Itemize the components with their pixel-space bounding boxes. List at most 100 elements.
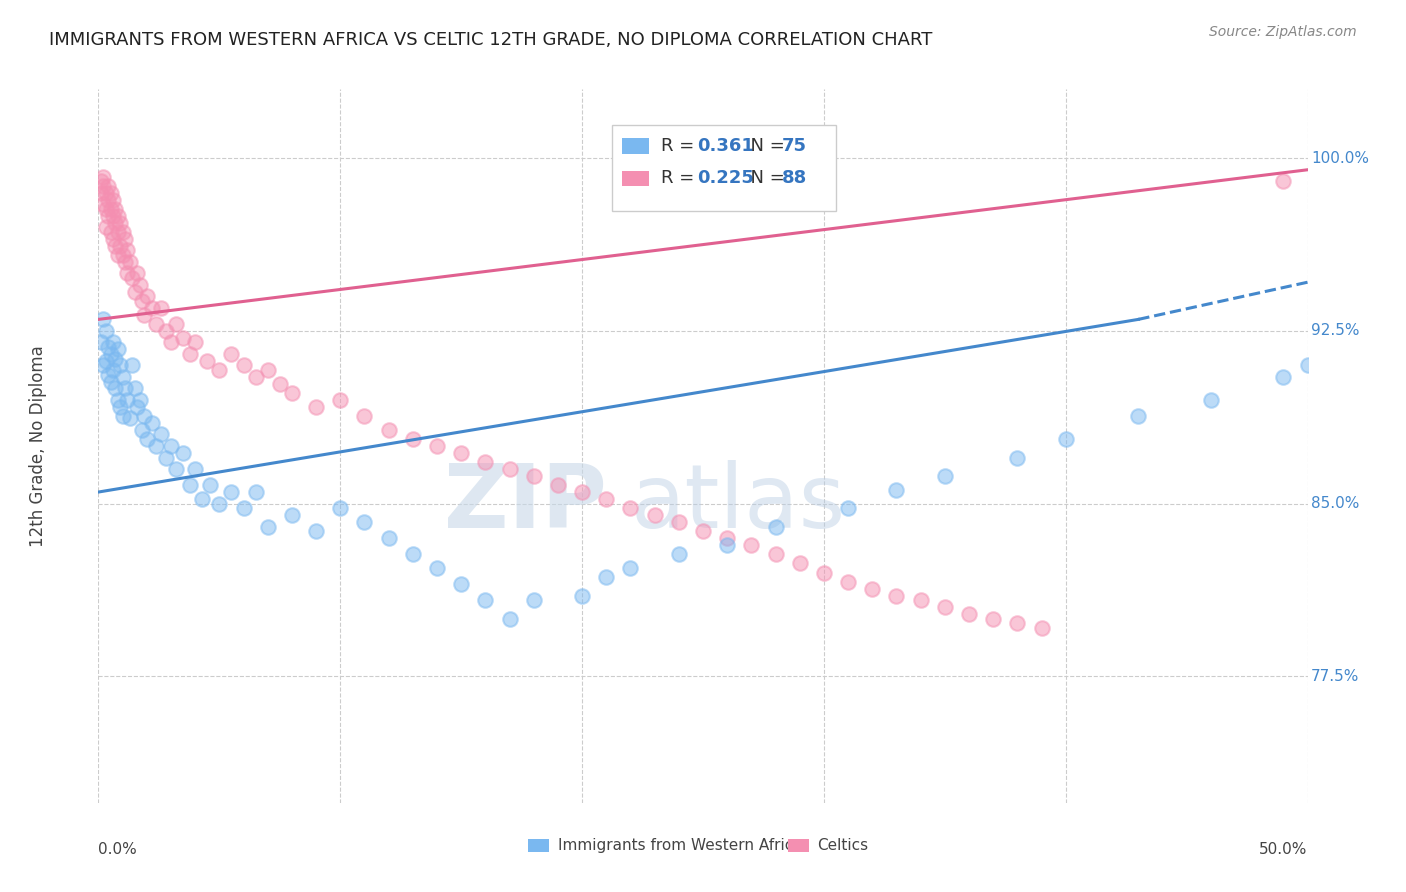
Point [1393,308,1406,322]
Point [104,238,127,252]
Point [256,519,278,533]
Point [100,225,122,239]
Point [124,285,146,299]
Point [172,446,194,460]
Point [232,359,254,373]
Point [114,232,136,246]
Point [117,244,139,258]
Point [813,566,835,580]
Point [97,193,120,207]
Point [765,519,787,533]
Point [426,439,449,453]
Bar [787,839,810,852]
Point [523,593,546,607]
Point [886,589,908,603]
Point [1272,370,1295,384]
Point [837,574,859,589]
FancyBboxPatch shape [613,125,837,211]
Point [101,363,124,377]
Point [305,400,328,414]
Point [134,409,156,423]
Point [107,209,129,223]
Point [104,216,127,230]
Point [692,524,714,538]
Text: Immigrants from Western Africa: Immigrants from Western Africa [558,838,803,853]
Point [100,347,122,361]
Point [523,469,546,483]
Point [644,508,666,522]
Point [114,255,136,269]
Point [150,427,173,442]
Point [765,547,787,561]
Point [107,343,129,357]
Point [245,485,267,500]
Point [117,392,139,407]
Point [104,351,127,366]
Point [165,462,187,476]
Point [141,301,163,315]
Point [208,497,231,511]
Point [114,381,136,395]
Point [108,238,131,252]
Point [198,478,221,492]
Text: 100.0%: 100.0% [1312,151,1369,166]
Point [118,255,141,269]
Point [191,491,214,506]
Point [97,368,120,382]
Point [474,455,496,469]
Point [91,359,114,373]
Point [1296,359,1319,373]
Text: R =: R = [661,169,700,187]
Point [1007,616,1029,631]
Point [860,582,883,596]
Point [377,423,399,437]
Point [111,409,134,423]
Point [232,501,254,516]
Point [256,363,278,377]
Point [100,375,122,389]
Point [90,186,112,200]
Point [547,478,569,492]
Bar [621,138,648,154]
Text: 0.0%: 0.0% [98,842,138,857]
Point [221,347,243,361]
Point [100,186,122,200]
Text: R =: R = [661,137,700,155]
Point [124,381,146,395]
Text: IMMIGRANTS FROM WESTERN AFRICA VS CELTIC 12TH GRADE, NO DIPLOMA CORRELATION CHAR: IMMIGRANTS FROM WESTERN AFRICA VS CELTIC… [49,31,932,49]
Point [150,301,173,315]
Point [101,193,124,207]
Point [1272,174,1295,188]
Point [94,202,117,216]
Point [131,423,153,437]
Text: 92.5%: 92.5% [1312,324,1360,338]
Point [100,202,122,216]
Point [269,376,291,391]
Point [402,432,425,446]
Point [619,501,641,516]
Point [145,317,167,331]
Point [1054,432,1077,446]
Point [155,450,177,465]
Point [245,370,267,384]
Point [305,524,328,538]
Text: 85.0%: 85.0% [1312,496,1360,511]
Point [104,202,127,216]
Point [474,593,496,607]
Point [934,600,956,615]
Point [281,386,304,401]
Point [1199,392,1222,407]
Point [668,515,690,529]
Point [90,335,112,350]
Point [1320,340,1343,354]
Point [101,335,124,350]
Point [121,359,143,373]
Point [108,359,131,373]
Point [789,557,811,571]
Point [165,317,187,331]
Point [837,501,859,516]
Point [498,462,520,476]
Text: atlas: atlas [630,459,845,547]
Point [117,266,139,280]
Point [107,225,129,239]
